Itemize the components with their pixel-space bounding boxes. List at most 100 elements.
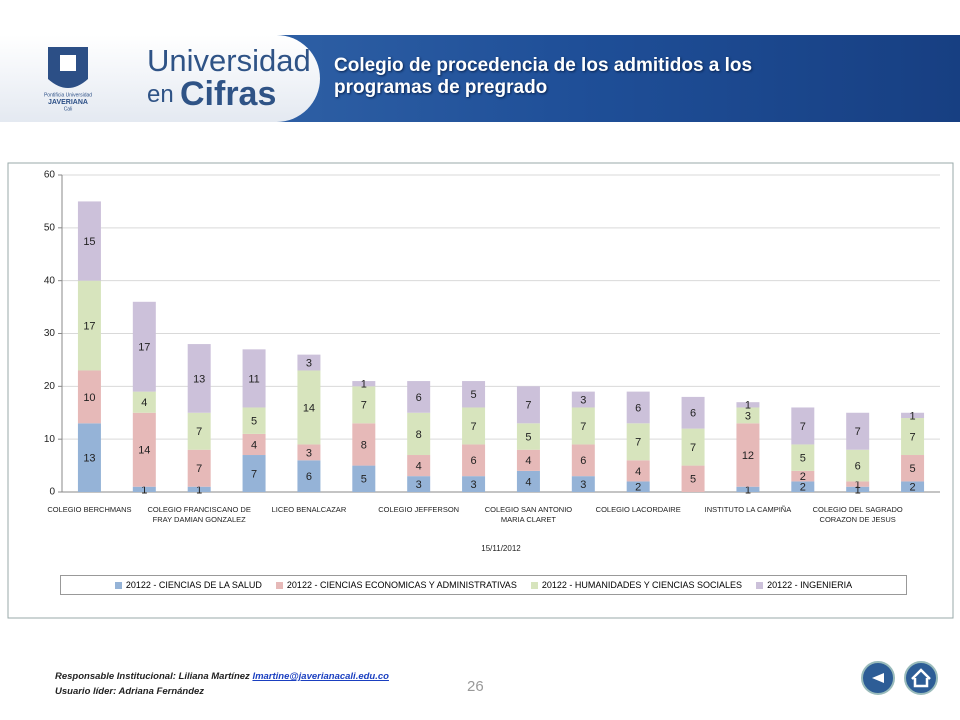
- data-label: 1: [855, 479, 861, 491]
- bar-segment: [516, 386, 540, 424]
- bar-segment: [901, 418, 925, 456]
- bar-segment: [736, 486, 760, 492]
- bar-segment: [242, 407, 266, 434]
- data-label: 13: [193, 373, 205, 385]
- data-label: 7: [635, 437, 641, 449]
- bar-segment: [626, 481, 650, 492]
- data-label: 4: [525, 455, 531, 467]
- data-label: 1: [745, 400, 751, 412]
- data-label: 6: [855, 460, 861, 472]
- crest: Pontificia Universidad JAVERIANA Cali: [44, 47, 92, 112]
- bar-segment: [187, 449, 211, 487]
- legend-item: 20122 - HUMANIDADES Y CIENCIAS SOCIALES: [530, 580, 742, 590]
- back-button[interactable]: [861, 661, 895, 695]
- data-label: 6: [690, 408, 696, 420]
- bar-segment: [242, 433, 266, 456]
- logo-text: en: [147, 81, 174, 108]
- bar-segment: [681, 465, 705, 492]
- data-label: 12: [742, 450, 754, 462]
- bar-segment: [736, 423, 760, 487]
- bar-segment: [516, 449, 540, 471]
- x-tick-label: COLEGIO SAN ANTONIO MARIA CLARET: [484, 505, 573, 524]
- data-label: 2: [910, 482, 916, 494]
- x-tick-label: COLEGIO LACORDAIRE: [595, 505, 681, 514]
- nav: [861, 661, 938, 695]
- data-label: 5: [525, 431, 531, 443]
- bar-segment: [132, 301, 156, 392]
- legend-item: 20122 - CIENCIAS ECONOMICAS Y ADMINISTRA…: [275, 580, 517, 590]
- bar-segment: [352, 423, 376, 466]
- data-label: 8: [361, 439, 367, 451]
- bar-segment: [242, 455, 266, 492]
- data-label: 5: [251, 416, 257, 428]
- email-link[interactable]: lmartine@javerianacali.edu.co: [252, 671, 389, 682]
- header: Pontificia Universidad JAVERIANA Cali Un…: [0, 35, 960, 122]
- data-label: 6: [635, 402, 641, 414]
- data-label: 7: [361, 400, 367, 412]
- slide-title: Colegio de procedencia de los admitidos …: [334, 55, 753, 98]
- bar-segment: [77, 370, 101, 424]
- bar-segment: [516, 470, 540, 492]
- page-number: 26: [467, 678, 484, 695]
- data-label: 7: [910, 431, 916, 443]
- legend: 20122 - CIENCIAS DE LA SALUD 20122 - CIEN…: [60, 575, 907, 595]
- bar-segment: [626, 423, 650, 461]
- data-label: 7: [800, 421, 806, 433]
- data-label: 5: [690, 474, 696, 486]
- data-label: 1: [141, 484, 147, 496]
- data-label: 7: [196, 463, 202, 475]
- bar-segment: [736, 407, 760, 424]
- bar-segment: [571, 391, 595, 408]
- y-tick-label: 50: [44, 222, 56, 233]
- data-label: 8: [416, 429, 422, 441]
- data-label: 6: [416, 392, 422, 404]
- logo-area: Pontificia Universidad JAVERIANA Cali Un…: [0, 35, 320, 122]
- data-label: 15: [83, 236, 95, 248]
- bar-segment: [352, 381, 376, 387]
- data-label: 3: [580, 394, 586, 406]
- bar-segment: [77, 423, 101, 492]
- bar-segment: [791, 481, 815, 492]
- bar-segment: [352, 465, 376, 492]
- data-label: 3: [745, 410, 751, 422]
- bar-segment: [901, 412, 925, 419]
- data-label: 7: [525, 400, 531, 412]
- x-tick-label: COLEGIO DEL SAGRADO CORAZON DE JESUS: [812, 505, 903, 524]
- data-label: 7: [251, 468, 257, 480]
- bar-segment: [132, 486, 156, 492]
- y-tick-label: 40: [44, 275, 56, 286]
- x-tick-label: COLEGIO JEFFERSON: [378, 505, 460, 514]
- data-label: 13: [83, 453, 95, 465]
- data-label: 7: [471, 421, 477, 433]
- bar-segment: [462, 381, 486, 408]
- x-tick-label: INSTITUTO LA CAMPIÑA: [704, 505, 792, 514]
- bar-segment: [846, 486, 870, 492]
- bar-segment: [462, 476, 486, 492]
- legend-swatch: [114, 581, 122, 589]
- data-label: 17: [138, 342, 150, 354]
- x-axis-title: 15/11/2012: [481, 544, 521, 553]
- bar-segment: [297, 444, 321, 461]
- bar-segment: [571, 407, 595, 445]
- institution: JAVERIANA: [48, 99, 88, 106]
- home-button[interactable]: [904, 661, 938, 695]
- legend-swatch: [756, 581, 764, 589]
- data-label: 11: [248, 373, 259, 385]
- leader: Usuario líder: Adriana Fernández: [55, 686, 205, 697]
- bar-segment: [626, 460, 650, 482]
- bar-segment: [77, 201, 101, 281]
- data-label: 3: [416, 479, 422, 491]
- data-label: 3: [580, 479, 586, 491]
- data-label: 3: [306, 357, 312, 369]
- bar-segment: [571, 476, 595, 492]
- data-label: 2: [800, 471, 806, 483]
- bar-segment: [846, 412, 870, 450]
- legend-label: 20122 - CIENCIAS ECONOMICAS Y ADMINISTRA…: [286, 580, 517, 590]
- x-tick-label: COLEGIO FRANCISCANO DE FRAY DAMIAN GONZA…: [147, 505, 251, 524]
- footer-line: Responsable Institucional: Liliana Martí…: [55, 671, 389, 682]
- data-label: 2: [635, 482, 641, 494]
- bar-segment: [407, 455, 431, 477]
- bar-segment: [571, 444, 595, 477]
- bar-segment: [407, 412, 431, 456]
- bar-segment: [626, 391, 650, 424]
